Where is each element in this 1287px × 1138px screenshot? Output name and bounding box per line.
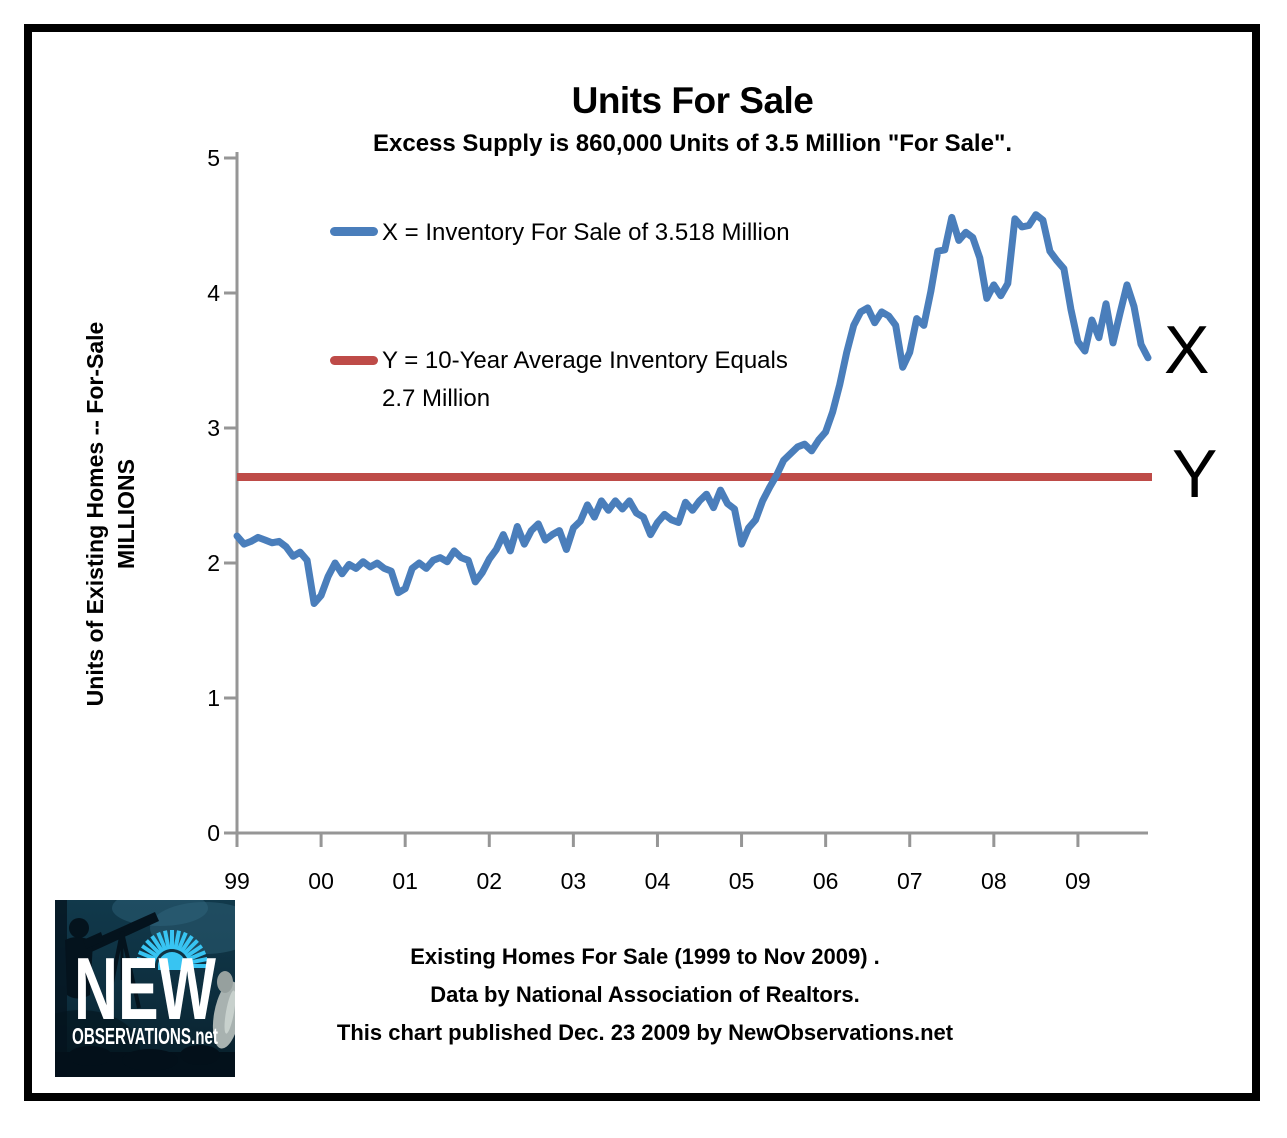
y-tick-label: 5 — [207, 145, 220, 171]
legend-blue-line-swatch-icon — [330, 227, 378, 236]
x-tick-label: 07 — [896, 868, 923, 894]
y-axis-title-line1: Units of Existing Homes -- For-Sale — [82, 321, 108, 707]
y-axis-title-line2: MILLIONS — [113, 459, 139, 569]
y-tick-label: 3 — [207, 415, 220, 441]
x-tick-label: 06 — [812, 868, 839, 894]
y-tick-label: 4 — [207, 280, 220, 306]
x-tick-label: 01 — [392, 868, 418, 894]
footer-caption-line3: This chart published Dec. 23 2009 by New… — [336, 1020, 954, 1045]
x-tick-label: 99 — [224, 868, 250, 894]
x-tick-label: 03 — [560, 868, 587, 894]
newobservations-logo: NEW OBSERVATIONS.net — [55, 900, 235, 1077]
chart-subtitle: Excess Supply is 860,000 Units of 3.5 Mi… — [373, 130, 1012, 157]
y-tick-label: 2 — [207, 550, 220, 576]
logo-word-observations: OBSERVATIONS.net — [72, 1023, 218, 1049]
footer-caption-line2: Data by National Association of Realtors… — [430, 982, 860, 1007]
chart-title: Units For Sale — [571, 80, 814, 121]
x-tick-label: 04 — [644, 868, 671, 894]
x-tick-label: 02 — [476, 868, 503, 894]
y-tick-label: 1 — [207, 685, 220, 711]
logo-cloud — [112, 900, 208, 926]
x-tick-label: 08 — [981, 868, 1007, 894]
sunburst-icon — [136, 930, 208, 970]
footer-caption-line1: Existing Homes For Sale (1999 to Nov 200… — [410, 944, 880, 969]
logo-word-new: NEW — [74, 939, 216, 1038]
legend-red-line-swatch-icon — [330, 356, 378, 365]
y-axis-title: Units of Existing Homes -- For-Sale MILL… — [80, 174, 144, 854]
y-series-marker: Y — [1172, 436, 1218, 512]
x-tick-label: 00 — [308, 868, 334, 894]
page-border — [24, 24, 1260, 1101]
x-tick-label: 05 — [728, 868, 755, 894]
legend-series-y-label-line1: Y = 10-Year Average Inventory Equals — [382, 347, 788, 374]
legend-series-x-label: X = Inventory For Sale of 3.518 Million — [382, 219, 790, 246]
inventory-for-sale-line — [233, 211, 1152, 607]
logo-bottom-silhouette — [55, 1045, 235, 1077]
y-tick-label: 0 — [207, 820, 220, 846]
statue-silhouette — [212, 971, 235, 1049]
x-series-marker: X — [1164, 312, 1210, 388]
telescope-silhouette-icon — [55, 900, 159, 1077]
x-tick-label: 09 — [1065, 868, 1091, 894]
legend-series-y-label-line2: 2.7 Million — [382, 385, 491, 412]
